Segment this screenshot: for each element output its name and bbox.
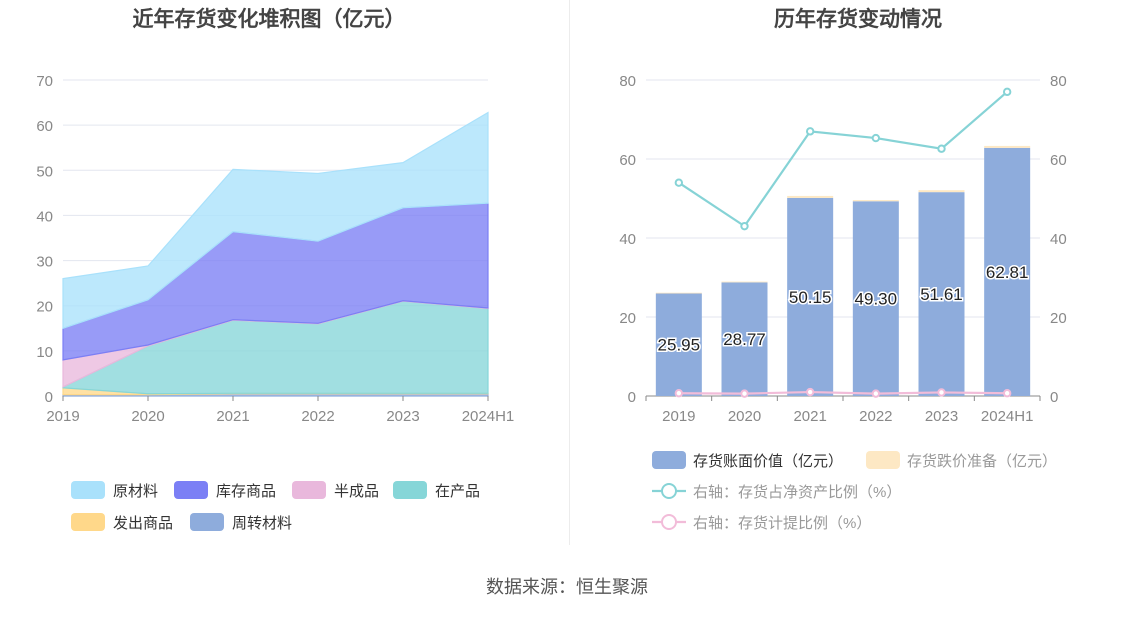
bar-book-value	[852, 201, 899, 396]
right-chart-title: 历年存货变动情况	[774, 7, 942, 31]
line-point-provision_ratio	[937, 388, 946, 397]
legend-label-semi_finished: 半成品	[334, 483, 379, 500]
right-y-tick-label: 0	[628, 389, 636, 406]
line-point-net_asset_ratio	[740, 221, 749, 231]
bar-impairment	[787, 195, 834, 198]
legend-label-turnover: 周转材料	[232, 515, 292, 532]
left-y-tick-label: 30	[36, 254, 53, 271]
legend-label-impairment: 存货跌价准备（亿元）	[907, 453, 1057, 470]
line-point-net_asset_ratio	[1002, 87, 1012, 97]
legend-swatch-dispatched	[71, 513, 105, 531]
right-x-tick-label: 2022	[859, 408, 892, 425]
line-point-provision_ratio	[740, 389, 749, 398]
legend-swatch-raw_material	[71, 481, 105, 499]
bar-book-value	[721, 282, 768, 396]
bar-value-label: 62.81	[986, 263, 1029, 282]
line-point-net_asset_ratio	[674, 178, 684, 187]
line-series-provision_ratio	[678, 390, 1008, 395]
right-y-tick-label: 60	[619, 152, 636, 169]
left-y-tick-label: 10	[36, 344, 53, 361]
line-point-provision_ratio	[1002, 389, 1012, 398]
legend-swatch-turnover	[190, 513, 224, 531]
bar-value-label: 25.95	[658, 336, 701, 355]
left-y-tick-label: 40	[36, 208, 53, 225]
left-x-tick-label: 2022	[301, 408, 334, 425]
legend-swatch-impairment	[866, 451, 900, 469]
legend-swatch-wip	[393, 481, 427, 499]
right-y2-tick-label: 60	[1050, 152, 1067, 169]
legend-label-wip: 在产品	[435, 483, 480, 500]
legend-marker-net_asset_ratio	[661, 483, 677, 499]
legend-marker-provision_ratio	[661, 514, 677, 530]
legend-label-book_value: 存货账面价值（亿元）	[693, 453, 843, 470]
right-y2-tick-label: 40	[1050, 231, 1067, 248]
source-note: 数据来源：恒生聚源	[486, 577, 648, 597]
left-y-tick-label: 50	[36, 163, 53, 180]
right-y-tick-label: 20	[619, 310, 636, 327]
line-point-net_asset_ratio	[871, 133, 881, 143]
right-x-tick-label: 2021	[793, 408, 826, 425]
bar-value-label: 28.77	[723, 330, 766, 349]
bar-value-label: 50.15	[789, 288, 832, 307]
line-point-provision_ratio	[871, 389, 881, 398]
left-chart-title: 近年存货变化堆积图（亿元）	[133, 7, 406, 31]
left-y-tick-label: 20	[36, 299, 53, 316]
line-point-net_asset_ratio	[937, 144, 946, 153]
bar-book-value	[787, 197, 834, 396]
left-x-tick-label: 2020	[131, 408, 164, 425]
bar-impairment	[721, 281, 768, 283]
left-x-tick-label: 2021	[216, 408, 249, 425]
left-x-tick-label: 2019	[46, 408, 79, 425]
legend-label-raw_material: 原材料	[113, 483, 158, 500]
bar-value-label: 49.30	[855, 290, 898, 309]
bar-book-value	[918, 192, 965, 396]
right-y2-tick-label: 80	[1050, 73, 1067, 90]
legend-label-net_asset_ratio: 右轴：存货占净资产比例（%）	[693, 484, 901, 501]
legend-label-finished_goods: 库存商品	[216, 483, 276, 500]
right-y-tick-label: 40	[619, 231, 636, 248]
bar-impairment	[852, 200, 899, 202]
left-x-tick-label: 2024H1	[462, 408, 515, 425]
legend-label-provision_ratio: 右轴：存货计提比例（%）	[693, 515, 871, 532]
legend-swatch-finished_goods	[174, 481, 208, 499]
line-point-provision_ratio	[674, 389, 684, 398]
right-x-tick-label: 2019	[662, 408, 695, 425]
right-y2-tick-label: 0	[1050, 389, 1058, 406]
legend-swatch-semi_finished	[292, 481, 326, 499]
left-x-tick-label: 2023	[386, 408, 419, 425]
line-series-net_asset_ratio	[678, 91, 1008, 228]
bar-book-value	[655, 293, 702, 396]
panel-divider	[569, 0, 570, 545]
right-x-tick-label: 2024H1	[981, 408, 1034, 425]
bar-impairment	[984, 145, 1031, 148]
right-x-tick-label: 2020	[728, 408, 761, 425]
bar-impairment	[655, 292, 702, 294]
area-series-raw_material	[62, 111, 489, 330]
legend-swatch-book_value	[652, 451, 686, 469]
bar-impairment	[918, 190, 965, 193]
right-x-tick-label: 2023	[925, 408, 958, 425]
bar-value-label: 51.61	[920, 285, 963, 304]
right-y2-tick-label: 20	[1050, 310, 1067, 327]
line-point-provision_ratio	[805, 387, 815, 397]
right-y-tick-label: 80	[619, 73, 636, 90]
left-y-tick-label: 0	[45, 389, 53, 406]
bar-book-value	[984, 147, 1031, 396]
left-y-tick-label: 60	[36, 118, 53, 135]
line-point-net_asset_ratio	[805, 127, 815, 136]
left-y-tick-label: 70	[36, 73, 53, 90]
legend-label-dispatched: 发出商品	[113, 515, 173, 532]
